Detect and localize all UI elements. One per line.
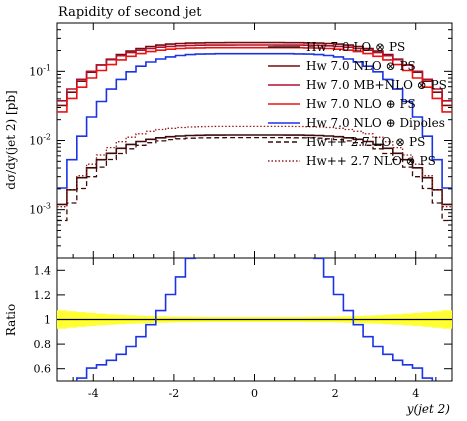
ratio-y-tick-label-4: 1.4 (34, 264, 52, 277)
series-line-0 (57, 134, 452, 206)
legend-entry-3: Hw 7.0 NLO ⊕ PS (306, 97, 416, 111)
legend-entry-5: Hw++ 2.7 LO ⊗ PS (306, 135, 425, 149)
main-y-tick-label-0: 10-3 (29, 202, 51, 217)
ratio-axis-label: Ratio (4, 304, 18, 336)
series-line-1 (57, 41, 452, 107)
legend-entry-1: Hw 7.0 NLO ⊗ PS (306, 59, 416, 73)
legend-entry-2: Hw 7.0 MB+NLO ⊗ PS (306, 78, 447, 92)
series-line-3 (57, 46, 452, 113)
x-axis: -4 -2 0 2 4 (72, 23, 437, 400)
legend-entry-4: Hw 7.0 NLO ⊕ Dipoles (306, 116, 445, 130)
ratio-y-tick-label-3: 1.2 (34, 289, 52, 302)
series-line-4 (57, 52, 452, 189)
legend-entry-6: Hw++ 2.7 NLO ⊗ PS (306, 154, 436, 168)
x-tick-label-2: 0 (251, 387, 258, 400)
ratio-series-group (76, 258, 434, 381)
x-tick-label-1: -2 (169, 387, 180, 400)
ratio-uncertainty-band (57, 310, 452, 329)
ratio-y-tick-label-1: 0.8 (34, 338, 52, 351)
main-y-tick-label-2: 10-1 (29, 63, 51, 78)
x-axis-label: y(jet 2) (406, 402, 451, 416)
legend: Hw 7.0 LO ⊗ PS Hw 7.0 NLO ⊗ PS Hw 7.0 MB+N… (268, 40, 447, 168)
y-axis-label: dσ/dy(jet 2) [pb] (4, 90, 18, 189)
chart-title: Rapidity of second jet (58, 5, 202, 20)
legend-entry-0: Hw 7.0 LO ⊗ PS (306, 40, 405, 54)
series-line-6 (57, 125, 452, 208)
x-tick-label-0: -4 (88, 387, 99, 400)
main-series-group (57, 41, 452, 222)
ratio-series-line-dipoles (76, 258, 434, 381)
x-tick-label-3: 2 (332, 387, 339, 400)
main-y-tick-label-1: 10-2 (29, 133, 51, 148)
x-tick-label-4: 4 (412, 387, 419, 400)
ratio-y-tick-label-2: 1 (44, 314, 51, 327)
series-line-2 (57, 44, 452, 102)
ratio-y-axis: 0.6 0.8 1 1.2 1.4 (34, 264, 452, 376)
ratio-y-tick-label-0: 0.6 (34, 363, 52, 376)
series-line-5 (57, 136, 452, 222)
